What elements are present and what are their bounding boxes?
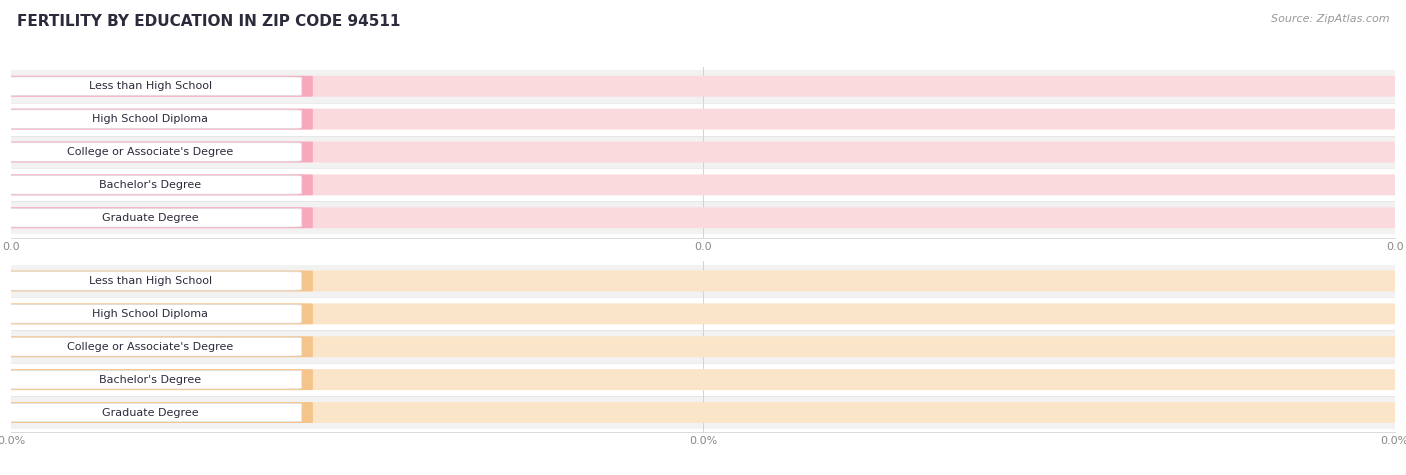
Text: 0.0: 0.0 <box>271 81 291 91</box>
Text: 0.0: 0.0 <box>271 213 291 223</box>
Text: 0.0: 0.0 <box>271 114 291 124</box>
Text: Source: ZipAtlas.com: Source: ZipAtlas.com <box>1271 14 1389 24</box>
FancyBboxPatch shape <box>4 369 314 390</box>
FancyBboxPatch shape <box>11 297 1395 330</box>
FancyBboxPatch shape <box>4 207 314 228</box>
FancyBboxPatch shape <box>0 370 302 389</box>
FancyBboxPatch shape <box>0 403 302 422</box>
FancyBboxPatch shape <box>11 363 1395 396</box>
FancyBboxPatch shape <box>11 396 1395 429</box>
Text: Bachelor's Degree: Bachelor's Degree <box>100 180 201 190</box>
Text: Graduate Degree: Graduate Degree <box>103 408 198 418</box>
Text: Less than High School: Less than High School <box>89 276 212 286</box>
Text: Graduate Degree: Graduate Degree <box>103 213 198 223</box>
FancyBboxPatch shape <box>11 103 1395 135</box>
FancyBboxPatch shape <box>11 70 1395 103</box>
FancyBboxPatch shape <box>4 271 314 292</box>
FancyBboxPatch shape <box>0 337 302 356</box>
Text: 0.0%: 0.0% <box>260 309 291 319</box>
FancyBboxPatch shape <box>0 209 302 227</box>
Text: College or Associate's Degree: College or Associate's Degree <box>67 147 233 157</box>
FancyBboxPatch shape <box>4 271 1402 292</box>
Text: 0.0: 0.0 <box>271 180 291 190</box>
FancyBboxPatch shape <box>4 142 314 162</box>
FancyBboxPatch shape <box>4 402 1402 423</box>
FancyBboxPatch shape <box>11 265 1395 297</box>
FancyBboxPatch shape <box>0 304 302 323</box>
FancyBboxPatch shape <box>11 330 1395 363</box>
FancyBboxPatch shape <box>0 110 302 128</box>
Text: High School Diploma: High School Diploma <box>93 309 208 319</box>
FancyBboxPatch shape <box>4 336 1402 357</box>
FancyBboxPatch shape <box>4 336 314 357</box>
FancyBboxPatch shape <box>4 109 314 130</box>
Text: FERTILITY BY EDUCATION IN ZIP CODE 94511: FERTILITY BY EDUCATION IN ZIP CODE 94511 <box>17 14 401 29</box>
Text: Bachelor's Degree: Bachelor's Degree <box>100 375 201 385</box>
Text: 0.0%: 0.0% <box>260 408 291 418</box>
FancyBboxPatch shape <box>4 369 1402 390</box>
FancyBboxPatch shape <box>4 76 1402 97</box>
FancyBboxPatch shape <box>4 174 1402 195</box>
FancyBboxPatch shape <box>0 176 302 194</box>
Text: Less than High School: Less than High School <box>89 81 212 91</box>
FancyBboxPatch shape <box>11 135 1395 169</box>
FancyBboxPatch shape <box>0 272 302 290</box>
FancyBboxPatch shape <box>11 201 1395 234</box>
FancyBboxPatch shape <box>4 142 1402 162</box>
Text: High School Diploma: High School Diploma <box>93 114 208 124</box>
FancyBboxPatch shape <box>4 174 314 195</box>
FancyBboxPatch shape <box>4 207 1402 228</box>
FancyBboxPatch shape <box>4 402 314 423</box>
Text: College or Associate's Degree: College or Associate's Degree <box>67 342 233 352</box>
FancyBboxPatch shape <box>4 76 314 97</box>
Text: 0.0%: 0.0% <box>260 342 291 352</box>
FancyBboxPatch shape <box>4 304 1402 324</box>
FancyBboxPatch shape <box>11 169 1395 201</box>
FancyBboxPatch shape <box>4 304 314 324</box>
Text: 0.0%: 0.0% <box>260 375 291 385</box>
FancyBboxPatch shape <box>0 142 302 162</box>
FancyBboxPatch shape <box>4 109 1402 130</box>
Text: 0.0%: 0.0% <box>260 276 291 286</box>
Text: 0.0: 0.0 <box>271 147 291 157</box>
FancyBboxPatch shape <box>0 77 302 95</box>
